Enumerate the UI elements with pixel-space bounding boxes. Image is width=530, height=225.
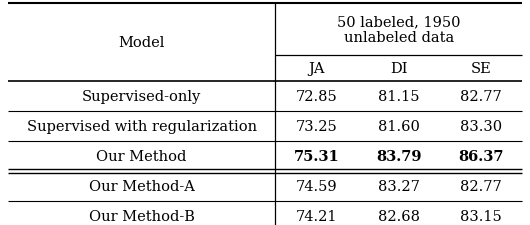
Text: 83.30: 83.30: [460, 119, 502, 133]
Text: JA: JA: [308, 62, 325, 76]
Text: 81.60: 81.60: [378, 119, 420, 133]
Text: 82.77: 82.77: [460, 179, 502, 193]
Text: 74.59: 74.59: [296, 179, 337, 193]
Text: Our Method-A: Our Method-A: [89, 179, 195, 193]
Text: 50 labeled, 1950
unlabeled data: 50 labeled, 1950 unlabeled data: [337, 15, 461, 45]
Text: Supervised with regularization: Supervised with regularization: [26, 119, 257, 133]
Text: 81.15: 81.15: [378, 90, 419, 104]
Text: 82.68: 82.68: [378, 209, 420, 223]
Text: SE: SE: [471, 62, 491, 76]
Text: 73.25: 73.25: [296, 119, 337, 133]
Text: Our Method: Our Method: [96, 149, 187, 163]
Text: DI: DI: [390, 62, 408, 76]
Text: 83.15: 83.15: [460, 209, 502, 223]
Text: 83.79: 83.79: [376, 149, 421, 163]
Text: 83.27: 83.27: [378, 179, 420, 193]
Text: Our Method-B: Our Method-B: [89, 209, 195, 223]
Text: Model: Model: [118, 36, 165, 50]
Text: Supervised-only: Supervised-only: [82, 90, 201, 104]
Text: 74.21: 74.21: [296, 209, 337, 223]
Text: 72.85: 72.85: [296, 90, 337, 104]
Text: 86.37: 86.37: [458, 149, 504, 163]
Text: 75.31: 75.31: [294, 149, 339, 163]
Text: 82.77: 82.77: [460, 90, 502, 104]
